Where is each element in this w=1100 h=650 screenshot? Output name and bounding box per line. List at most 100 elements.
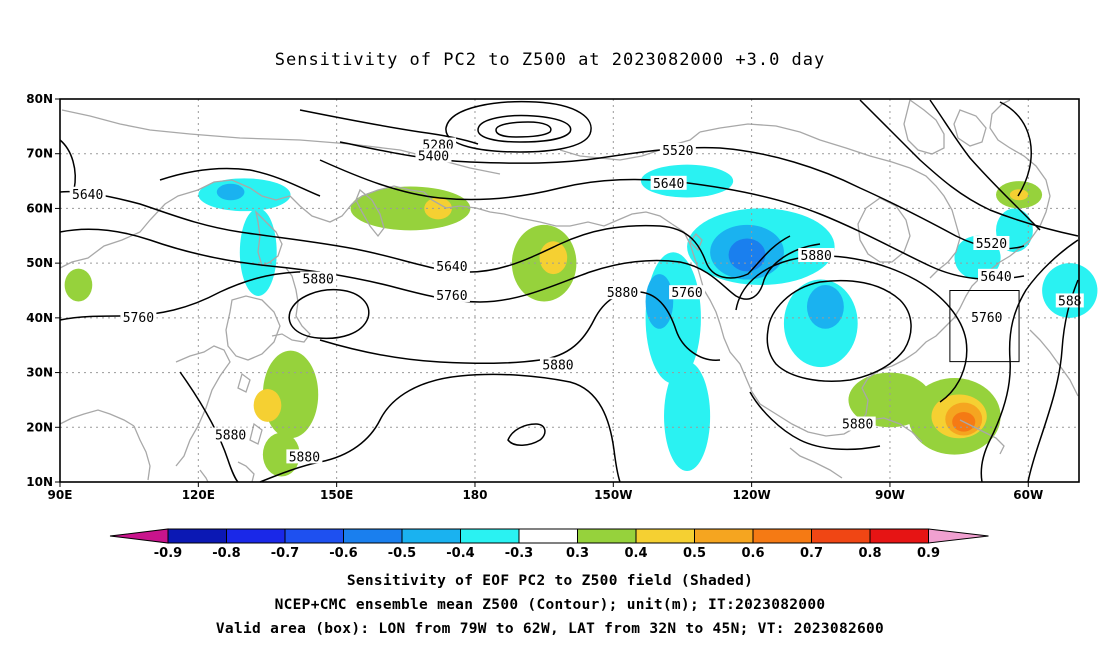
contour-east-far (1027, 279, 1079, 483)
lat-tick-label: 50N (26, 256, 53, 270)
contour-label-bg (539, 357, 576, 372)
colorbar-swatch (811, 528, 871, 544)
contour-label-bg (300, 271, 337, 286)
contour-label-bg (1055, 293, 1084, 308)
colorbar-label: 0.4 (624, 546, 647, 561)
colorbar-swatch (577, 528, 637, 544)
contour-label: 5760 (671, 286, 702, 301)
shaded-region (806, 285, 844, 329)
lon-tick-label: 120W (732, 488, 770, 502)
colorbar-swatch (460, 528, 520, 544)
map-frame (59, 98, 1080, 483)
contour-5760-east (735, 255, 968, 403)
colorbar-swatch (518, 528, 578, 544)
colorbar-label: -0.4 (446, 546, 474, 561)
contour-label-bg (839, 416, 876, 431)
lat-lon-grid (60, 99, 1079, 482)
contour-5880-south (259, 373, 621, 483)
contour-5280-inner (495, 121, 552, 138)
contour-label: 5640 (653, 177, 684, 192)
contour-label: 5880 (215, 428, 246, 443)
contour-label-bg (798, 248, 835, 263)
contour-label-bg (669, 285, 706, 300)
contour-5880-west (179, 371, 239, 483)
lat-tick-label: 10N (26, 475, 53, 489)
contour-5400-ring (445, 100, 592, 153)
contour-5880-pacific (319, 291, 721, 365)
lon-tick-label: 90W (875, 488, 905, 502)
contour-5880-japan (288, 288, 370, 340)
colorbar-swatch (869, 528, 929, 544)
colorbar-label: 0.8 (858, 546, 881, 561)
contour-label-bg (286, 449, 323, 464)
lat-tick-label: 40N (26, 311, 53, 325)
contour-label: 5760 (123, 311, 154, 326)
colorbar-label: 0.5 (683, 546, 706, 561)
shaded-region (64, 268, 93, 302)
contour-label: 588 (1058, 294, 1081, 309)
lon-tick-label: 180 (462, 488, 487, 502)
contour-label-bg (120, 309, 157, 324)
contour-label: 5640 (436, 260, 467, 275)
colorbar-label: -0.9 (154, 546, 182, 561)
coastlines (59, 98, 1079, 483)
colorbar-swatch (167, 528, 227, 544)
contour-label-bg (973, 235, 1010, 250)
colorbar-high-extend (928, 528, 989, 544)
shaded-region (253, 388, 282, 422)
colorbar-swatch (226, 528, 286, 544)
shaded-region (664, 361, 711, 472)
contour-label: 5400 (418, 149, 449, 164)
colorbar: -0.9 -0.8 -0.7 -0.6 -0.5 -0.4 -0.3 0.3 0.4 0.5 0.6… (109, 528, 989, 561)
contour-east-60w (980, 239, 1079, 483)
colorbar-label: 0.7 (800, 546, 823, 561)
contour-label-bg (433, 287, 470, 302)
colorbar-label: 0.3 (566, 546, 589, 561)
valid-area-box (949, 290, 1020, 363)
colorbar-swatch (343, 528, 403, 544)
lat-tick-label: 20N (26, 420, 53, 434)
contour-label: 5880 (289, 450, 320, 465)
contour-greenland (999, 101, 1032, 197)
plot-title: Sensitivity of PC2 to Z500 at 2023082000… (274, 50, 826, 70)
caption-line-1: Sensitivity of EOF PC2 to Z500 field (Sh… (346, 573, 754, 589)
contour-label-bg (433, 258, 470, 273)
shaded-region (539, 241, 568, 275)
contour-label: 5520 (662, 144, 693, 159)
contour-label: 5880 (607, 286, 638, 301)
colorbar-label: -0.7 (271, 546, 299, 561)
contour-label-bg (978, 268, 1015, 283)
contour-high-lat-east (859, 99, 1079, 237)
contour-label-bg (415, 148, 452, 163)
shaded-region (262, 432, 300, 477)
contour-label: 5880 (842, 418, 873, 433)
contour-5640-west (59, 190, 791, 279)
colorbar-label: 0.9 (917, 546, 940, 561)
contour-5520-upper (339, 141, 1025, 250)
colorbar-swatch (694, 528, 754, 544)
contour-label: 5880 (801, 249, 832, 264)
caption-line-3: Valid area (box): LON from 79W to 62W, L… (215, 621, 885, 637)
lon-tick-label: 60W (1013, 488, 1043, 502)
contour-label-bg (604, 285, 641, 300)
contour-label-bg (212, 427, 249, 442)
contour-polar-west2 (159, 167, 321, 197)
colorbar-label: -0.5 (388, 546, 416, 561)
contour-label: 5760 (436, 289, 467, 304)
colorbar-label: -0.3 (505, 546, 533, 561)
colorbar-low-extend (109, 528, 169, 544)
contour-5280 (477, 114, 572, 143)
contour-label-bg (650, 175, 687, 190)
colorbar-swatch (752, 528, 812, 544)
contour-polar-mid (299, 109, 479, 145)
contour-5760-left (59, 270, 321, 321)
contour-label-bg (659, 142, 696, 157)
shaded-region (728, 238, 766, 272)
lat-tick-label: 60N (26, 201, 53, 215)
contour-5880-high (766, 279, 912, 382)
colorbar-swatch (635, 528, 695, 544)
shaded-region (216, 183, 245, 201)
